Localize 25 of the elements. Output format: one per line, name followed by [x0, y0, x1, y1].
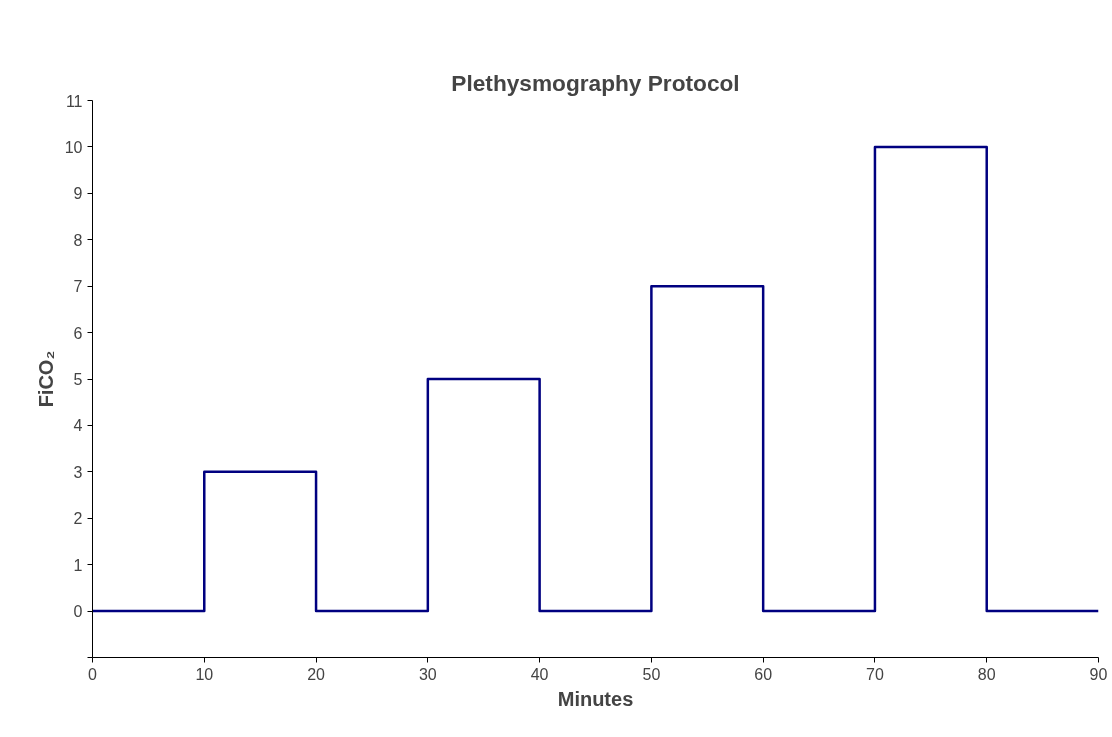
y-tick-label: 1 — [73, 556, 83, 574]
x-tick-label: 30 — [418, 665, 437, 683]
x-tick-label: 60 — [754, 665, 773, 683]
x-tick-label: 20 — [307, 665, 326, 683]
x-tick-label: 10 — [195, 665, 214, 683]
x-tick-label: 70 — [866, 665, 884, 683]
x-tick-label: 0 — [88, 665, 98, 683]
y-tick-label: 4 — [73, 417, 83, 435]
y-tick-label: 3 — [73, 463, 83, 481]
x-tick-label: 90 — [1089, 665, 1108, 683]
y-tick-label: 8 — [73, 231, 83, 249]
x-tick-label: 80 — [977, 665, 996, 683]
x-tick-label: 40 — [530, 665, 549, 683]
y-tick-label: 5 — [73, 371, 83, 388]
y-tick-label: 0 — [73, 603, 83, 621]
x-axis-title: Minutes — [557, 687, 634, 710]
chart-title: Plethysmography Protocol — [451, 69, 740, 96]
y-tick-label: 2 — [73, 510, 83, 528]
y-axis-title: FiCO₂ — [34, 350, 57, 408]
x-tick-label: 50 — [642, 665, 661, 683]
y-tick-label: 10 — [64, 138, 83, 156]
y-tick-label: 11 — [65, 92, 83, 110]
y-tick-label: 9 — [73, 185, 83, 203]
y-tick-label: 7 — [73, 278, 83, 296]
y-tick-label: 6 — [73, 324, 83, 342]
